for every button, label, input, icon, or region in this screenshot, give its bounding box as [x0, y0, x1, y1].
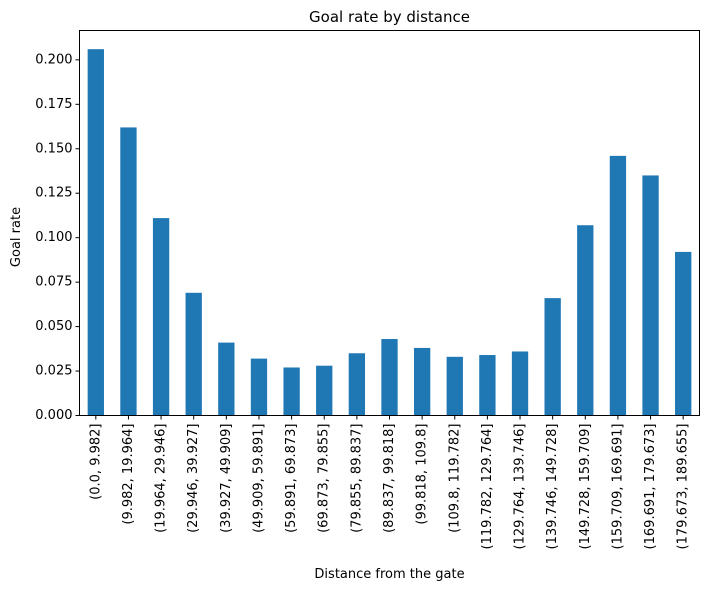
- bar-7: [316, 365, 333, 416]
- y-tick-label-0: 0.000: [35, 408, 72, 423]
- bar-13: [511, 351, 529, 416]
- x-tick-label-10: (99.818, 109.8]: [415, 424, 430, 525]
- bar-14: [544, 298, 561, 416]
- bar-5: [250, 358, 268, 416]
- bar-6: [283, 367, 300, 416]
- x-tick-label-11: (109.8, 119.782]: [447, 424, 462, 533]
- bar-17: [642, 175, 659, 416]
- x-tick-label-0: (0.0, 9.982]: [88, 424, 103, 500]
- x-tick-label-15: (149.728, 159.709]: [578, 424, 593, 550]
- bars-group: [87, 49, 692, 416]
- y-axis-label: Goal rate: [9, 207, 24, 267]
- x-tick-label-1: (9.982, 19.964]: [121, 424, 136, 525]
- y-tick-label-5: 0.125: [35, 186, 72, 201]
- bar-4: [218, 342, 235, 416]
- x-tick-label-7: (69.873, 79.855]: [317, 424, 332, 533]
- bar-8: [348, 353, 366, 416]
- bar-16: [609, 155, 627, 416]
- y-tick-label-7: 0.175: [35, 97, 72, 112]
- plot-frame: [79, 30, 700, 416]
- x-axis: (0.0, 9.982] (9.982, 19.964] (19.964, 29.9…: [88, 415, 691, 550]
- y-tick-label-2: 0.050: [35, 319, 72, 334]
- x-tick-label-2: (19.964, 29.946]: [154, 424, 169, 533]
- bar-2: [152, 218, 170, 416]
- x-tick-label-12: (119.782, 129.764]: [480, 424, 495, 550]
- x-tick-label-5: (49.909, 59.891]: [251, 424, 266, 533]
- bar-18: [675, 251, 692, 416]
- x-tick-label-9: (89.837, 99.818]: [382, 424, 397, 533]
- bar-12: [479, 355, 496, 416]
- x-tick-label-17: (169.691, 179.673]: [643, 424, 658, 550]
- bar-11: [446, 356, 463, 416]
- x-tick-label-3: (29.946, 39.927]: [186, 424, 201, 533]
- x-axis-label: Distance from the gate: [314, 567, 464, 582]
- x-tick-label-13: (129.764, 139.746]: [513, 424, 528, 550]
- bar-15: [577, 225, 594, 416]
- x-tick-label-8: (79.855, 89.837]: [349, 424, 364, 533]
- x-tick-label-4: (39.927, 49.909]: [219, 424, 234, 533]
- y-tick-label-3: 0.075: [35, 275, 72, 290]
- y-tick-label-4: 0.100: [35, 230, 72, 245]
- x-tick-label-6: (59.891, 69.873]: [284, 424, 299, 533]
- bar-1: [120, 127, 137, 416]
- chart-title: Goal rate by distance: [309, 8, 470, 26]
- x-tick-label-16: (159.709, 169.691]: [610, 424, 625, 550]
- y-tick-label-6: 0.150: [35, 141, 72, 156]
- x-tick-label-18: (179.673, 189.655]: [676, 424, 691, 550]
- y-axis: 0.000 0.025 0.050 0.075 0.100 0.125 0.150 0.175…: [35, 52, 80, 423]
- bar-0: [87, 49, 104, 416]
- bar-3: [185, 292, 202, 416]
- y-tick-label-8: 0.200: [35, 52, 72, 67]
- y-tick-label-1: 0.025: [35, 364, 72, 379]
- bar-9: [381, 339, 398, 416]
- x-tick-label-14: (139.746, 149.728]: [545, 424, 560, 550]
- bar-10: [413, 347, 431, 416]
